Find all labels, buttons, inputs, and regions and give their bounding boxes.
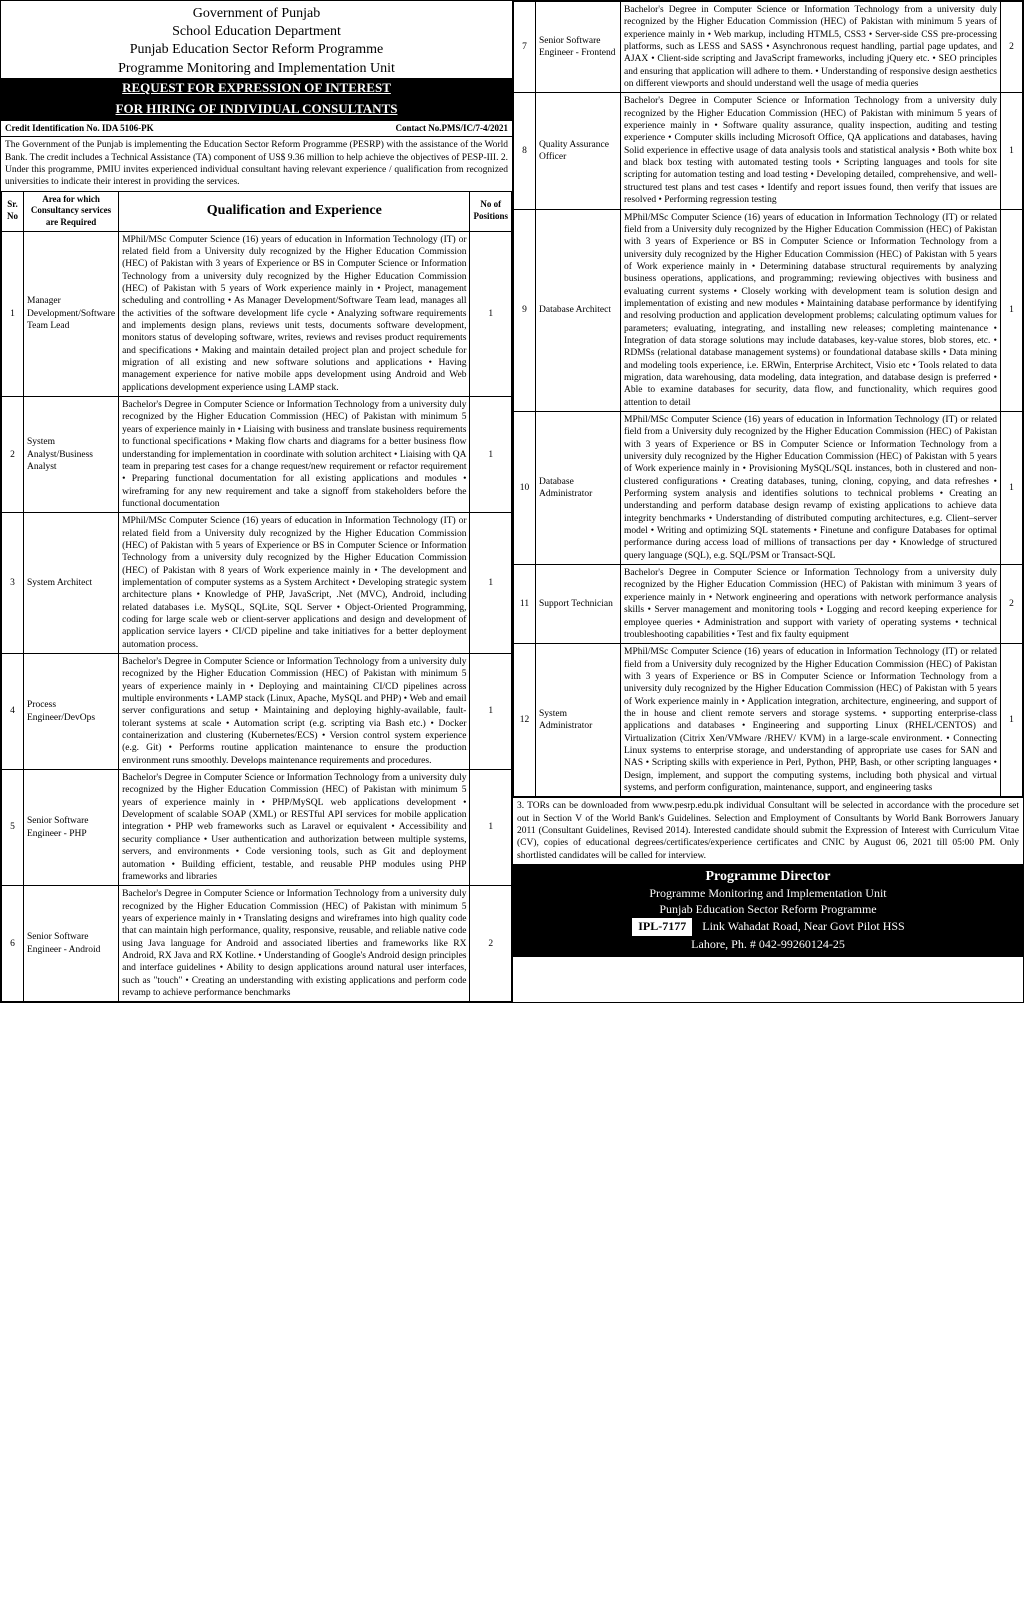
- table-row: 9Database ArchitectMPhil/MSc Computer Sc…: [514, 209, 1023, 412]
- cell-qual: Bachelor's Degree in Computer Science or…: [119, 397, 470, 513]
- cell-sr: 5: [2, 770, 24, 886]
- cell-pos: 2: [470, 886, 512, 1002]
- header-line-3: Punjab Education Sector Reform Programme: [1, 41, 512, 59]
- cell-pos: 1: [1001, 93, 1023, 209]
- footer-l2: Programme Monitoring and Implementation …: [515, 886, 1021, 902]
- cell-area: Senior Software Engineer - Frontend: [536, 2, 621, 93]
- cell-pos: 2: [1001, 565, 1023, 644]
- cell-pos: 1: [1001, 644, 1023, 797]
- jobs-table-left: Sr. No Area for which Consultancy servic…: [1, 191, 512, 1003]
- header-line-2: School Education Department: [1, 23, 512, 41]
- footer-l5: Lahore, Ph. # 042-99260124-25: [515, 937, 1021, 953]
- credit-label: Credit Identification No. IDA 5106-PK: [5, 123, 154, 135]
- cell-sr: 9: [514, 209, 536, 412]
- cell-qual: Bachelor's Degree in Computer Science or…: [119, 886, 470, 1002]
- table-row: 2System Analyst/Business AnalystBachelor…: [2, 397, 512, 513]
- cell-qual: MPhil/MSc Computer Science (16) years of…: [621, 412, 1001, 565]
- cell-qual: Bachelor's Degree in Computer Science or…: [621, 2, 1001, 93]
- contact-label: Contact No.PMS/IC/7-4/2021: [396, 123, 509, 135]
- table-row: 1Manager Development/Software Team LeadM…: [2, 231, 512, 396]
- table-row: 6Senior Software Engineer - AndroidBache…: [2, 886, 512, 1002]
- ipl-badge: IPL-7177: [631, 917, 693, 937]
- footer: Programme Director Programme Monitoring …: [513, 864, 1023, 957]
- table-row: 12System AdministratorMPhil/MSc Computer…: [514, 644, 1023, 797]
- cell-pos: 2: [1001, 2, 1023, 93]
- footer-l4: Link Wahadat Road, Near Govt Pilot HSS: [702, 919, 904, 933]
- cell-sr: 1: [2, 231, 24, 396]
- col-qual: Qualification and Experience: [119, 191, 470, 231]
- cell-pos: 1: [470, 513, 512, 654]
- header-line-4: Programme Monitoring and Implementation …: [1, 60, 512, 78]
- col-area: Area for which Consultancy services are …: [24, 191, 119, 231]
- cell-area: System Analyst/Business Analyst: [24, 397, 119, 513]
- cell-pos: 1: [470, 397, 512, 513]
- cell-qual: Bachelor's Degree in Computer Science or…: [621, 93, 1001, 209]
- cell-qual: MPhil/MSc Computer Science (16) years of…: [621, 644, 1001, 797]
- left-column: Government of Punjab School Education De…: [0, 0, 512, 1003]
- table-row: 7Senior Software Engineer - FrontendBach…: [514, 2, 1023, 93]
- title-1: REQUEST FOR EXPRESSION OF INTEREST: [1, 78, 512, 99]
- footer-l1: Programme Director: [515, 868, 1021, 886]
- cell-pos: 1: [1001, 412, 1023, 565]
- intro-text: The Government of the Punjab is implemen…: [1, 137, 512, 190]
- cell-qual: Bachelor's Degree in Computer Science or…: [119, 654, 470, 770]
- footer-l4-row: IPL-7177 Link Wahadat Road, Near Govt Pi…: [515, 917, 1021, 937]
- cell-qual: Bachelor's Degree in Computer Science or…: [119, 770, 470, 886]
- credit-row: Credit Identification No. IDA 5106-PK Co…: [1, 120, 512, 138]
- cell-sr: 3: [2, 513, 24, 654]
- table-row: 11Support TechnicianBachelor's Degree in…: [514, 565, 1023, 644]
- cell-sr: 8: [514, 93, 536, 209]
- header: Government of Punjab School Education De…: [1, 1, 512, 120]
- cell-sr: 2: [2, 397, 24, 513]
- title-2: FOR HIRING OF INDIVIDUAL CONSULTANTS: [1, 99, 512, 120]
- cell-area: Quality Assurance Officer: [536, 93, 621, 209]
- table-row: 10Database AdministratorMPhil/MSc Comput…: [514, 412, 1023, 565]
- cell-area: System Administrator: [536, 644, 621, 797]
- table-row: 4Process Engineer/DevOpsBachelor's Degre…: [2, 654, 512, 770]
- cell-area: Database Architect: [536, 209, 621, 412]
- cell-sr: 12: [514, 644, 536, 797]
- cell-pos: 1: [470, 770, 512, 886]
- cell-area: Manager Development/Software Team Lead: [24, 231, 119, 396]
- cell-area: Senior Software Engineer - PHP: [24, 770, 119, 886]
- cell-area: System Architect: [24, 513, 119, 654]
- col-pos: No of Positions: [470, 191, 512, 231]
- cell-area: Senior Software Engineer - Android: [24, 886, 119, 1002]
- cell-pos: 1: [1001, 209, 1023, 412]
- cell-area: Support Technician: [536, 565, 621, 644]
- cell-sr: 6: [2, 886, 24, 1002]
- page: Government of Punjab School Education De…: [0, 0, 1024, 1003]
- table-row: 8Quality Assurance OfficerBachelor's Deg…: [514, 93, 1023, 209]
- cell-pos: 1: [470, 654, 512, 770]
- cell-qual: MPhil/MSc Computer Science (16) years of…: [119, 231, 470, 396]
- cell-qual: MPhil/MSc Computer Science (16) years of…: [621, 209, 1001, 412]
- footer-l3: Punjab Education Sector Reform Programme: [515, 902, 1021, 918]
- cell-sr: 10: [514, 412, 536, 565]
- cell-pos: 1: [470, 231, 512, 396]
- cell-sr: 11: [514, 565, 536, 644]
- cell-qual: Bachelor's Degree in Computer Science or…: [621, 565, 1001, 644]
- cell-area: Database Administrator: [536, 412, 621, 565]
- header-line-1: Government of Punjab: [1, 5, 512, 23]
- table-row: 5Senior Software Engineer - PHPBachelor'…: [2, 770, 512, 886]
- cell-sr: 7: [514, 2, 536, 93]
- cell-sr: 4: [2, 654, 24, 770]
- table-row: 3System ArchitectMPhil/MSc Computer Scie…: [2, 513, 512, 654]
- jobs-table-right: 7Senior Software Engineer - FrontendBach…: [513, 1, 1023, 797]
- footnote: 3. TORs can be downloaded from www.pesrp…: [513, 797, 1023, 864]
- col-sr: Sr. No: [2, 191, 24, 231]
- cell-area: Process Engineer/DevOps: [24, 654, 119, 770]
- cell-qual: MPhil/MSc Computer Science (16) years of…: [119, 513, 470, 654]
- right-column: 7Senior Software Engineer - FrontendBach…: [512, 0, 1024, 1003]
